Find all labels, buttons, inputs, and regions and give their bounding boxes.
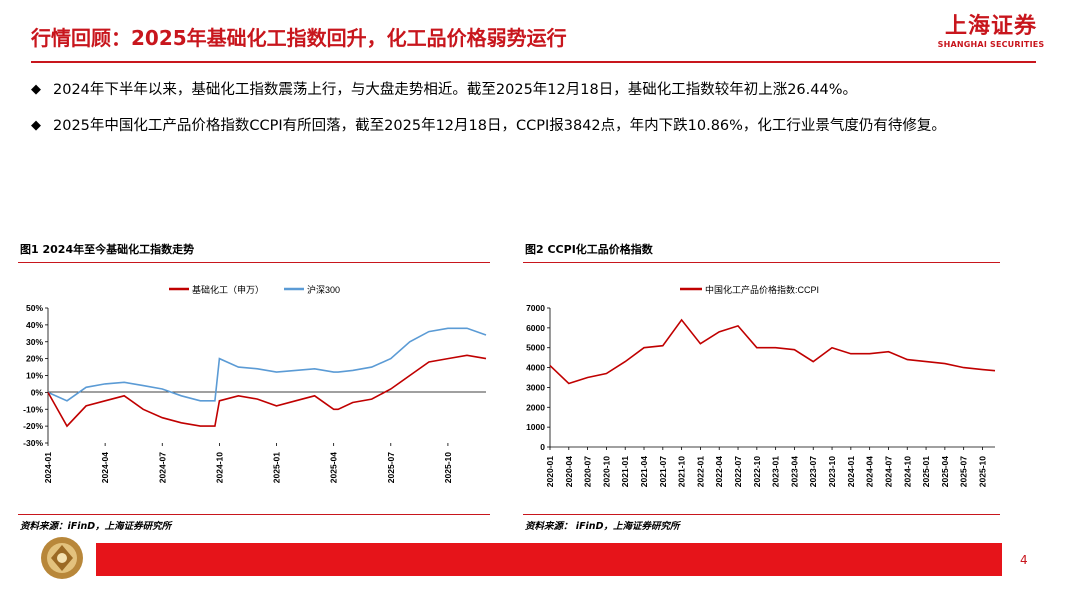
y-tick-label: 2000 (526, 402, 545, 412)
figure2-title: 图2 CCPI化工品价格指数 (525, 243, 653, 256)
figure1-chart: 基础化工（申万） 沪深300 50% 40% 30% 20% 10% 0% -10% -20%… (23, 284, 487, 483)
x-tick-label: 2023-10 (827, 456, 837, 487)
page-title: 行情回顾：2025年基础化工指数回升，化工品价格弱势运行 (31, 26, 567, 50)
figure1-legend: 基础化工（申万） 沪深300 (169, 284, 340, 295)
y-tick-label: 10% (26, 371, 43, 381)
y-tick-label: 6000 (526, 323, 545, 333)
x-tick-label: 2025-07 (386, 452, 396, 483)
y-tick-label: 0 (540, 442, 545, 452)
x-tick-label: 2024-10 (902, 456, 912, 487)
x-tick-label: 2024-01 (43, 452, 53, 483)
x-tick-label: 2020-10 (601, 456, 611, 487)
figure2-chart: 中国化工产品价格指数:CCPI 7000 6000 5000 4000 3000 2000… (526, 284, 996, 487)
y-tick-label: 3000 (526, 382, 545, 392)
header-divider (31, 61, 1036, 63)
bullet-2-text: 2025年中国化工产品价格指数CCPI有所回落，截至2025年12月18日，CC… (53, 118, 946, 134)
x-tick-label: 2021-07 (658, 456, 668, 487)
y-tick-label: -10% (23, 404, 43, 414)
diamond-bullet-icon: ◆ (31, 82, 41, 97)
x-tick-label: 2025-01 (272, 452, 282, 483)
figure2-bottom-rule (523, 514, 1000, 515)
y-tick-label: 50% (26, 303, 43, 313)
x-tick-label: 2023-01 (771, 456, 781, 487)
legend-label-hs300: 沪深300 (307, 284, 340, 295)
x-tick-label: 2022-10 (752, 456, 762, 487)
x-tick-label: 2020-04 (564, 456, 574, 487)
bullet-2: ◆ 2025年中国化工产品价格指数CCPI有所回落，截至2025年12月18日，… (31, 113, 1036, 165)
x-tick-label: 2025-04 (940, 456, 950, 487)
legend-label-chem: 基础化工（申万） (192, 284, 264, 295)
x-tick-label: 2024-07 (883, 456, 893, 487)
x-tick-label: 2022-07 (733, 456, 743, 487)
bullet-1-text: 2024年下半年以来，基础化工指数震荡上行，与大盘走势相近。截至2025年12月… (53, 82, 857, 98)
y-tick-label: 1000 (526, 422, 545, 432)
y-tick-label: -30% (23, 438, 43, 448)
x-tick-label: 2025-07 (959, 456, 969, 487)
series-line-chem (47, 354, 487, 428)
x-tick-label: 2020-01 (545, 456, 555, 487)
y-tick-label: 0% (31, 387, 44, 397)
page-number: 4 (1020, 553, 1028, 567)
x-tick-label: 2024-01 (846, 456, 856, 487)
figure1-top-rule (18, 262, 490, 263)
x-tick-label: 2025-04 (329, 452, 339, 483)
x-tick-label: 2024-07 (157, 452, 167, 483)
x-tick-label: 2024-04 (865, 456, 875, 487)
x-tick-label: 2022-04 (714, 456, 724, 487)
x-tick-label: 2021-10 (677, 456, 687, 487)
x-tick-label: 2022-01 (695, 456, 705, 487)
figure2-legend: 中国化工产品价格指数:CCPI (680, 284, 819, 295)
series-line-hs300 (47, 327, 487, 402)
company-emblem-icon (41, 537, 83, 579)
x-tick-label: 2025-10 (977, 456, 987, 487)
y-tick-label: 30% (26, 337, 43, 347)
figure2-source: 资料来源： iFinD，上海证券研究所 (525, 521, 680, 532)
x-tick-label: 2025-01 (921, 456, 931, 487)
figure2-top-rule (523, 262, 1000, 263)
y-tick-label: 7000 (526, 303, 545, 313)
y-tick-label: 40% (26, 320, 43, 330)
x-tick-label: 2021-01 (620, 456, 630, 487)
company-logo: 上海证券 SHANGHAI SECURITIES (936, 14, 1046, 50)
legend-label-ccpi: 中国化工产品价格指数:CCPI (705, 284, 819, 295)
diamond-bullet-icon: ◆ (31, 118, 41, 133)
x-tick-label: 2021-04 (639, 456, 649, 487)
series-line-ccpi (549, 318, 996, 385)
y-tick-label: 5000 (526, 343, 545, 353)
footer-bar (96, 543, 1002, 576)
logo-english-text: SHANGHAI SECURITIES (937, 40, 1045, 49)
figure1-bottom-rule (18, 514, 490, 515)
bullet-1: ◆ 2024年下半年以来，基础化工指数震荡上行，与大盘走势相近。截至2025年1… (31, 77, 1036, 103)
y-tick-label: -20% (23, 421, 43, 431)
figure1-source: 资料来源：iFinD，上海证券研究所 (20, 521, 172, 532)
x-tick-label: 2020-07 (583, 456, 593, 487)
x-tick-label: 2023-04 (789, 456, 799, 487)
x-tick-label: 2024-10 (214, 452, 224, 483)
figure1-title: 图1 2024年至今基础化工指数走势 (20, 243, 195, 256)
x-tick-label: 2023-07 (808, 456, 818, 487)
x-tick-label: 2025-10 (443, 452, 453, 483)
y-tick-label: 4000 (526, 363, 545, 373)
logo-chinese-text: 上海证券 (944, 14, 1037, 39)
x-tick-label: 2024-04 (100, 452, 110, 483)
y-tick-label: 20% (26, 354, 43, 364)
